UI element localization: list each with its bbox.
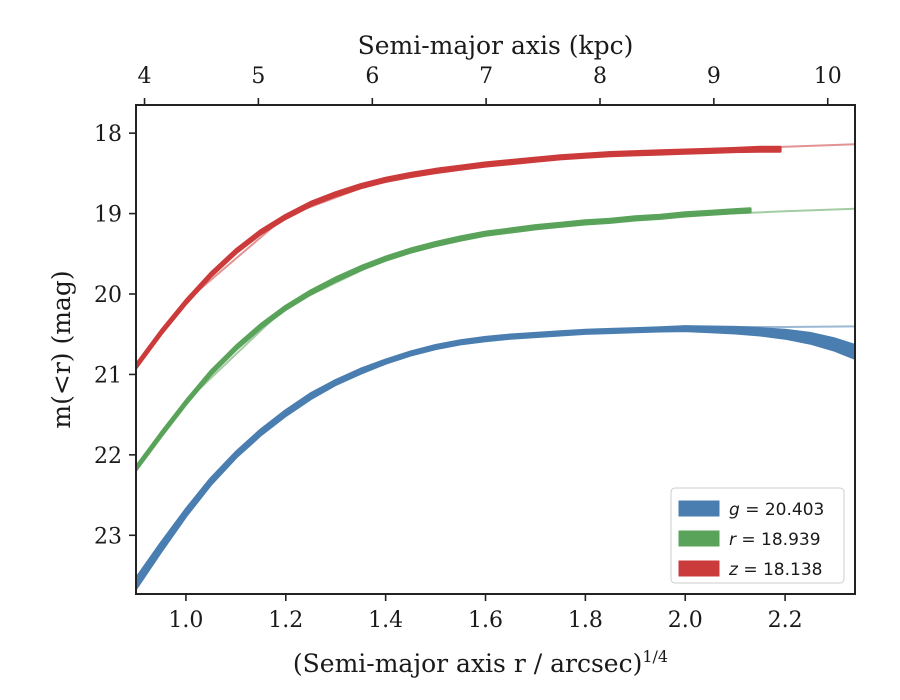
legend-swatch-r [678,530,720,547]
legend-label-r: r = 18.939 [729,530,821,550]
legend-label-z: z = 18.138 [728,560,822,580]
y-tick-label: 18 [94,122,122,147]
x-axis-title-exponent: 1/4 [642,647,668,666]
y-axis-title: m(<r) (mag) [47,270,76,428]
model-line-g [136,325,855,583]
legend-swatch-z [678,560,720,577]
top-tick-label: 5 [251,64,265,89]
series-band-z [136,145,782,370]
x-axis-title-main: (Semi-major axis r / arcsec) [293,649,642,678]
x-tick-label: 1.2 [268,608,303,633]
model-line-r [136,207,855,468]
y-tick-label: 19 [94,203,122,228]
y-tick-label: 22 [94,444,122,469]
x-tick-label: 1.8 [568,608,603,633]
x-tick-label: 2.2 [768,608,803,633]
top-tick-label: 4 [138,64,152,89]
top-tick-label: 7 [479,64,493,89]
legend-label-g: g = 20.403 [729,500,824,520]
y-tick-label: 20 [94,283,122,308]
model-line-z [136,143,855,366]
axis-ticks: 1.0 1.2 1.4 1.6 1.8 2.0 2.2 18 19 20 21 22 23 4 5 6 7 8 9 1… [94,64,842,633]
y-tick-label: 23 [94,524,122,549]
x-tick-label: 2.0 [668,608,703,633]
x-tick-label: 1.4 [368,608,403,633]
x-tick-label: 1.0 [168,608,203,633]
top-tick-label: 10 [814,64,842,89]
x-axis-title: (Semi-major axis r / arcsec)1/4 [293,647,668,678]
legend-swatch-g [678,500,720,517]
y-tick-label: 21 [94,363,122,388]
top-tick-label: 8 [593,64,607,89]
series-band-r [136,207,752,472]
top-tick-label: 9 [707,64,721,89]
top-tick-label: 6 [365,64,379,89]
x-tick-label: 1.6 [468,608,503,633]
top-axis-title: Semi-major axis (kpc) [358,31,634,60]
plot-frame [135,104,856,595]
model-lines [136,143,855,583]
legend: g = 20.403 r = 18.939 z = 18.138 [670,487,845,584]
